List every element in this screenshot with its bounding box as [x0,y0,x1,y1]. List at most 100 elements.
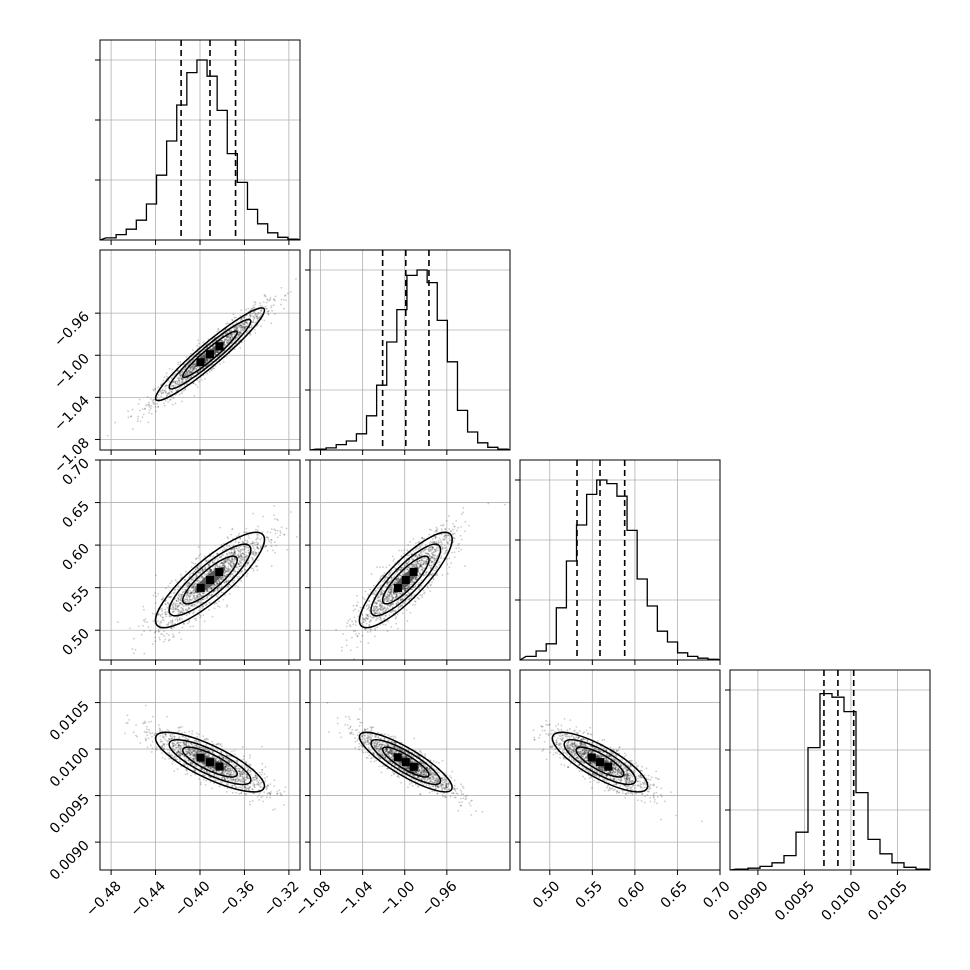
sample-point [223,561,226,564]
sample-point [174,381,176,384]
sample-point [189,370,192,373]
sample-point [393,558,396,561]
sample-point [206,589,209,591]
sample-point [185,373,187,376]
hist-panel-1 [305,249,511,455]
sample-point [204,555,206,558]
sample-point [407,544,410,547]
sample-point [392,596,395,599]
sample-point [431,565,433,567]
sample-point [188,595,191,598]
sample-point [239,555,242,558]
sample-point [362,596,364,599]
sample-point [188,372,191,374]
sample-point [487,502,490,505]
sample-point [376,609,379,612]
sample-point [420,561,423,564]
sample-point [395,595,398,598]
sample-point [401,573,404,576]
sample-point [259,316,261,318]
sample-point [243,547,246,550]
sample-point [196,386,199,388]
sample-point [179,612,181,614]
sample-point [225,338,228,341]
sample-point [227,561,230,564]
sample-point [388,588,391,591]
sample-point [446,549,449,552]
density-contour-2 [182,555,238,605]
sample-point [434,554,437,556]
sample-point [131,648,134,650]
sample-point [408,565,411,568]
sample-point [224,559,227,561]
sample-point [187,576,190,579]
sample-point [193,367,196,370]
sample-point [238,326,241,328]
sample-point [240,318,243,321]
sample-point [373,593,376,596]
sample-point [436,528,439,530]
sample-point [432,569,435,572]
sample-point [384,585,387,588]
sample-point [216,595,219,598]
sample-point [208,594,211,596]
sample-point [221,578,224,581]
sample-point [405,587,408,590]
sample-point [256,565,259,568]
sample-point [229,564,232,567]
sample-point [190,592,193,594]
sample-point [230,551,233,554]
sample-point [187,371,190,374]
sample-point [202,568,205,571]
sample-point [243,326,245,329]
sample-point [214,584,216,587]
sample-point [373,609,375,612]
sample-point [230,552,233,555]
sample-point [251,540,254,543]
sample-point [366,614,368,617]
sample-point [181,593,184,596]
sample-point [404,589,407,592]
sample-point [241,548,243,551]
sample-point [242,541,245,544]
sample-point [237,334,240,337]
sample-point [419,564,422,567]
sample-point [406,620,409,622]
sample-point [222,559,225,562]
sample-point [345,639,348,642]
sample-point [200,355,203,358]
sample-point [430,555,432,558]
sample-point [359,606,362,609]
sample-point [207,359,209,362]
sample-point [216,330,219,333]
sample-point [180,377,183,380]
sample-point [240,557,242,559]
sample-point [405,562,408,565]
sample-point [420,564,423,567]
sample-point [379,596,381,598]
sample-point [210,568,213,571]
sample-point [381,566,384,569]
sample-point [199,366,201,368]
sample-point [431,556,434,558]
scatter-panel-1-0 [95,249,301,455]
sample-point [193,367,195,370]
sample-point [214,558,217,561]
sample-point [257,542,260,544]
sample-point [218,580,220,583]
sample-point [387,595,390,598]
sample-point [406,568,409,571]
sample-point [427,552,429,555]
sample-point [184,608,187,611]
sample-point [389,611,392,613]
sample-point [243,325,246,328]
sample-point [191,597,194,600]
sample-point [375,606,378,609]
sample-point [283,298,285,301]
sample-point [374,607,377,610]
sample-point [389,591,392,594]
sample-point [157,630,160,633]
sample-point [418,589,421,591]
sample-point [366,631,369,633]
sample-point [414,600,417,603]
